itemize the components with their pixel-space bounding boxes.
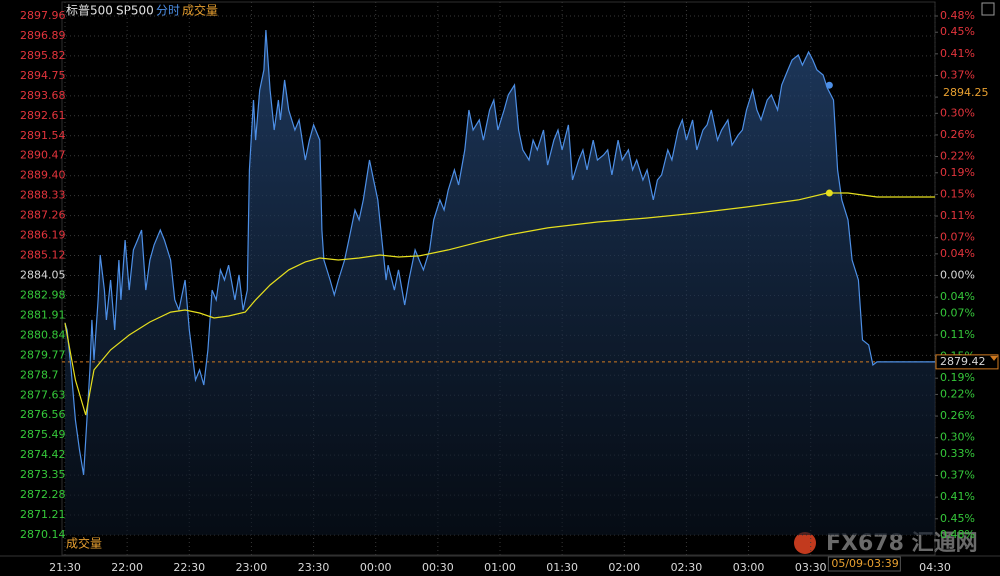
watermark: FX678 汇通网 xyxy=(826,531,978,556)
y-tick-label: 2879.77 xyxy=(20,348,66,361)
x-tick-label: 04:30 xyxy=(919,561,951,574)
watermark-logo xyxy=(794,532,816,554)
y2-tick-label: 0.15% xyxy=(940,187,975,200)
cursor-price-tag xyxy=(940,86,1000,101)
y-tick-label: 2891.54 xyxy=(20,129,66,142)
expand-button[interactable] xyxy=(981,2,995,16)
header-volume: 成交量 xyxy=(182,3,218,18)
header-name: 标普500 xyxy=(66,4,113,18)
y2-tick-label: 0.11% xyxy=(940,328,975,341)
y-tick-label: 2884.05 xyxy=(20,269,66,282)
y-tick-label: 2889.40 xyxy=(20,169,66,182)
cursor-time-tag xyxy=(827,556,901,572)
x-tick-label: 23:00 xyxy=(236,561,268,574)
y2-tick-label: 0.30% xyxy=(940,106,975,119)
y-tick-label: 2876.56 xyxy=(20,408,66,421)
y2-tick-label: 0.48% xyxy=(940,9,975,22)
y-tick-label: 2871.21 xyxy=(20,508,66,521)
last-price-tag xyxy=(935,354,999,370)
y2-tick-label: 0.04% xyxy=(940,290,975,303)
y2-tick-label: 0.04% xyxy=(940,247,975,260)
cursor-price-dot xyxy=(825,81,833,89)
y-tick-label: 2870.14 xyxy=(20,528,66,541)
y-tick-label: 2885.12 xyxy=(20,249,66,262)
y-tick-label: 2880.84 xyxy=(20,328,66,341)
y2-tick-label: 0.11% xyxy=(940,209,975,222)
x-tick-label: 02:00 xyxy=(608,561,640,574)
y2-tick-label: 0.26% xyxy=(940,409,975,422)
x-tick-label: 22:30 xyxy=(173,561,205,574)
y2-tick-label: 0.19% xyxy=(940,371,975,384)
last-price-arrow xyxy=(990,355,998,361)
y2-tick-label: 0.22% xyxy=(940,150,975,163)
x-tick-label: 01:30 xyxy=(546,561,578,574)
y-tick-label: 2895.82 xyxy=(20,49,66,62)
cursor-time-label: 05/09-03:39 xyxy=(831,557,898,570)
y2-tick-label: 0.41% xyxy=(940,490,975,503)
y-tick-label: 2888.33 xyxy=(20,189,66,202)
x-tick-label: 21:30 xyxy=(49,561,81,574)
x-tick-label: 01:00 xyxy=(484,561,516,574)
y2-tick-label: 0.45% xyxy=(940,25,975,38)
x-tick-label: 03:30 xyxy=(795,561,827,574)
price-area xyxy=(65,30,935,535)
x-tick-label: 23:30 xyxy=(298,561,330,574)
y2-tick-label: 0.33% xyxy=(940,447,975,460)
y-tick-label: 2886.19 xyxy=(20,229,66,242)
x-tick-label: 02:30 xyxy=(671,561,703,574)
y2-tick-label: 0.00% xyxy=(940,269,975,282)
y2-tick-label: 0.19% xyxy=(940,166,975,179)
y-tick-label: 2897.96 xyxy=(20,9,66,22)
y-tick-label: 2881.91 xyxy=(20,308,66,321)
y-tick-label: 2877.63 xyxy=(20,388,66,401)
y-tick-label: 2896.89 xyxy=(20,29,66,42)
y-tick-label: 2890.47 xyxy=(20,149,66,162)
y-tick-label: 2894.75 xyxy=(20,69,66,82)
volume-label: 成交量 xyxy=(66,536,102,551)
cursor-average-dot xyxy=(825,189,833,197)
y-tick-label: 2872.28 xyxy=(20,488,66,501)
x-tick-label: 22:00 xyxy=(111,561,143,574)
y2-tick-label: 0.41% xyxy=(940,47,975,60)
x-tick-label: 00:30 xyxy=(422,561,454,574)
y2-tick-label: 0.30% xyxy=(940,431,975,444)
x-tick-label: 00:00 xyxy=(360,561,392,574)
header-mode: 分时 xyxy=(156,4,180,18)
y-tick-label: 2893.68 xyxy=(20,89,66,102)
y-tick-label: 2887.26 xyxy=(20,209,66,222)
y-tick-label: 2878.7 xyxy=(20,368,59,381)
y2-tick-label: 0.48% xyxy=(940,528,975,541)
x-tick-label: 03:00 xyxy=(733,561,765,574)
y2-tick-label: 0.37% xyxy=(940,469,975,482)
y-tick-label: 2874.42 xyxy=(20,448,66,461)
y-tick-label: 2875.49 xyxy=(20,428,66,441)
price-line xyxy=(64,29,935,475)
cursor-price-label: 2894.25 xyxy=(943,86,989,99)
last-price-label: 2879.42 xyxy=(940,355,986,368)
y2-tick-label: 0.07% xyxy=(940,306,975,319)
y-tick-label: 2873.35 xyxy=(20,468,66,481)
y2-tick-label: 0.22% xyxy=(940,387,975,400)
y2-tick-label: 0.37% xyxy=(940,68,975,81)
average-line xyxy=(64,192,935,416)
header-code: SP500 xyxy=(116,4,154,18)
y-tick-label: 2882.98 xyxy=(20,288,66,301)
y2-tick-label: 0.07% xyxy=(940,231,975,244)
y2-tick-label: 0.45% xyxy=(940,512,975,525)
y-tick-label: 2892.61 xyxy=(20,109,66,122)
y2-tick-label: 0.26% xyxy=(940,128,975,141)
